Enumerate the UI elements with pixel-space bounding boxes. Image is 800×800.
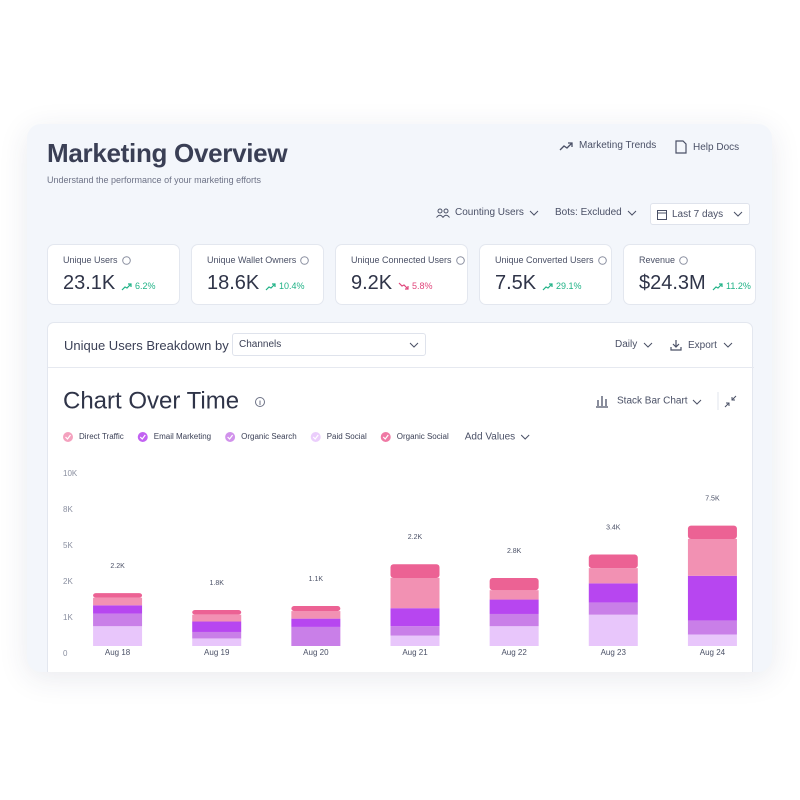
button-text: Export: [688, 339, 717, 351]
arrow-head: [549, 282, 553, 287]
page-title: Marketing Overview: [47, 138, 288, 168]
interval-select[interactable]: Daily: [615, 339, 653, 350]
filter-text: Last 7 days: [672, 208, 724, 220]
chevron: [733, 211, 743, 217]
trend-arrow: [712, 282, 723, 290]
info-circle: [597, 255, 607, 265]
link-text: Marketing Trends: [579, 140, 657, 151]
kpi-card: Unique Users 23.1K 6.2%: [47, 244, 180, 305]
kpi-label-text: Revenue: [639, 255, 676, 265]
kpi-change: 6.2%: [121, 281, 156, 291]
kpi-card: Revenue $24.3M 11.2%: [623, 244, 756, 305]
chevron: [643, 342, 653, 348]
arrow-line: [712, 283, 723, 290]
kpi-change-text: 6.2%: [135, 281, 156, 291]
arrow-line: [542, 283, 553, 290]
bots-filter[interactable]: Bots: Excluded: [555, 207, 637, 218]
arrow-head: [128, 282, 132, 287]
calendar-icon: [657, 209, 667, 220]
info-icon: [121, 255, 131, 265]
kpi-change: 10.4%: [265, 281, 305, 291]
arrow-head: [272, 282, 276, 287]
breakdown-label: Unique Users Breakdown by: [64, 338, 229, 353]
arrow-head: [405, 285, 409, 290]
select-text: Daily: [615, 339, 638, 350]
chevron: [723, 342, 733, 348]
export-button[interactable]: Export: [670, 339, 733, 351]
arrow-line: [398, 282, 409, 289]
trend-icon: [559, 141, 573, 150]
date-filter[interactable]: Last 7 days: [650, 203, 750, 225]
trend-arrow: [265, 282, 276, 290]
kpi-label: Unique Connected Users: [351, 255, 465, 265]
kpi-label-text: Unique Connected Users: [351, 255, 452, 265]
kpi-card: Unique Connected Users 9.2K 5.8%: [335, 244, 468, 305]
kpi-card: Unique Wallet Owners 18.6K 10.4%: [191, 244, 324, 305]
page-subtitle: Understand the performance of your marke…: [47, 175, 261, 185]
trend-arrow: [542, 282, 553, 290]
kpi-change: 11.2%: [712, 281, 751, 291]
kpi-value: 7.5K: [495, 272, 537, 294]
kpi-value: 18.6K: [207, 272, 260, 294]
kpi-change: 29.1%: [542, 281, 582, 291]
kpi-label: Unique Converted Users: [495, 255, 607, 265]
select-text: Channels: [239, 339, 282, 350]
trend-arrow: [398, 282, 409, 290]
kpi-label: Unique Users: [63, 255, 131, 265]
kpi-label-text: Unique Converted Users: [495, 255, 594, 265]
arrow-line: [121, 283, 132, 290]
info-icon: [300, 255, 310, 265]
kpi-change-text: 29.1%: [556, 281, 582, 291]
chevron: [529, 210, 539, 216]
kpi-value: 23.1K: [63, 272, 116, 294]
filter-text: Bots: Excluded: [555, 207, 622, 218]
info-icon: [679, 255, 688, 265]
counting-filter[interactable]: Counting Users: [436, 207, 539, 218]
dimension-select[interactable]: Channels: [232, 333, 426, 356]
link-text: Help Docs: [693, 141, 740, 153]
breakdown-panel: Unique Users Breakdown by Channels Daily…: [47, 322, 754, 672]
export-icon: [670, 340, 682, 351]
info-icon: [455, 255, 465, 265]
info-circle: [679, 255, 688, 265]
filter-text: Counting Users: [455, 207, 524, 218]
dashboard-card: Marketing Overview Understand the perfor…: [27, 124, 772, 672]
chevron: [409, 342, 419, 348]
chevron: [627, 210, 637, 216]
info-circle: [455, 255, 465, 265]
marketing-trends-link[interactable]: Marketing Trends: [559, 140, 656, 151]
kpi-value: $24.3M: [639, 272, 706, 294]
doc-icon: [675, 140, 687, 154]
trend-arrow: [121, 282, 132, 290]
kpi-change-text: 5.8%: [412, 281, 433, 291]
arrow-head: [719, 282, 723, 287]
kpi-label-text: Unique Wallet Owners: [207, 255, 297, 265]
kpi-label: Revenue: [639, 255, 688, 265]
info-circle: [300, 255, 310, 265]
help-docs-link[interactable]: Help Docs: [675, 140, 739, 154]
kpi-change-text: 10.4%: [279, 281, 305, 291]
info-icon: [597, 255, 607, 265]
kpi-change-text: 11.2%: [726, 281, 751, 291]
kpi-label: Unique Wallet Owners: [207, 255, 310, 265]
users-icon: [436, 208, 450, 218]
separator: [48, 367, 754, 368]
arrow-line: [265, 283, 276, 290]
kpi-change: 5.8%: [398, 281, 433, 291]
info-circle: [121, 255, 131, 265]
kpi-label-text: Unique Users: [63, 255, 118, 265]
kpi-card: Unique Converted Users 7.5K 29.1%: [479, 244, 612, 305]
kpi-value: 9.2K: [351, 272, 393, 294]
